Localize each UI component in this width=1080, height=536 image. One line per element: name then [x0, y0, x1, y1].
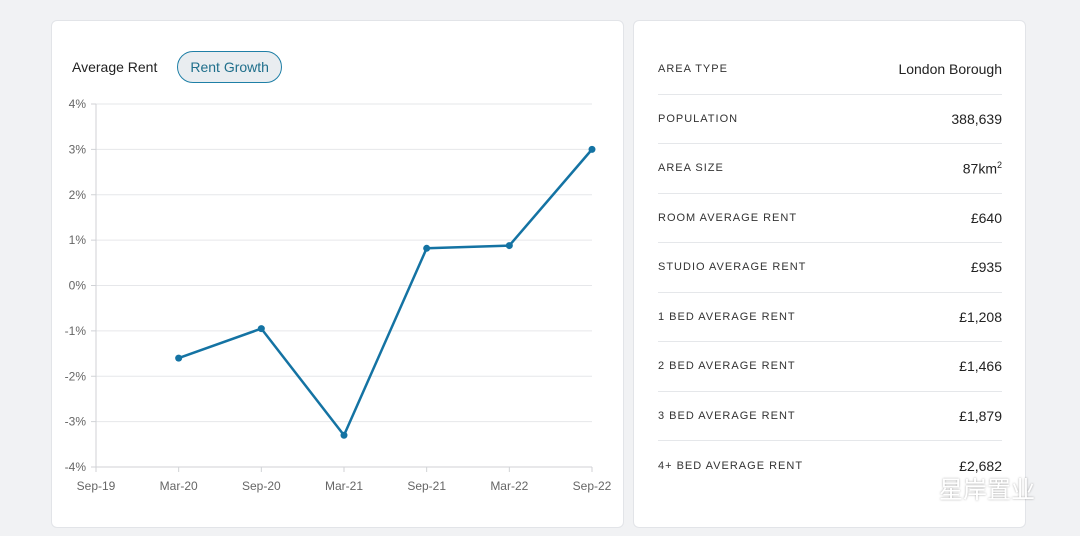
info-row-value-text: £1,466 — [959, 358, 1002, 375]
info-row-value: £1,879 — [959, 408, 1002, 424]
info-row-value: £1,208 — [959, 309, 1002, 325]
info-row-label: AREA TYPE — [658, 63, 728, 76]
info-row-value: £935 — [971, 259, 1002, 275]
rent-chart-card: Average Rent Rent Growth 4% 3% 2% 1% 0% -1% -2… — [51, 20, 624, 528]
info-row-value-text: £1,208 — [959, 308, 1002, 325]
info-row: ROOM AVERAGE RENT £640 — [658, 194, 1002, 243]
x-tick-label: Mar-20 — [160, 479, 198, 493]
info-row-value-text: £1,879 — [959, 407, 1002, 424]
info-row: AREA TYPE London Borough — [658, 45, 1002, 95]
x-tick-label: Mar-22 — [490, 479, 528, 493]
y-tick-label: 1% — [69, 233, 87, 247]
data-point — [423, 244, 431, 252]
data-point — [588, 145, 596, 153]
y-tick-label: 3% — [69, 142, 87, 156]
x-tick-label: Sep-22 — [573, 479, 612, 493]
info-row-label: AREA SIZE — [658, 162, 724, 175]
y-tick-label: 4% — [69, 97, 87, 111]
info-row: AREA SIZE 87km2 — [658, 144, 1002, 194]
info-row: 3 BED AVERAGE RENT £1,879 — [658, 392, 1002, 441]
data-point — [175, 354, 183, 362]
x-tick-label: Sep-20 — [242, 479, 281, 493]
info-row-value: £1,466 — [959, 358, 1002, 374]
info-row-value-text: 388,639 — [951, 110, 1002, 127]
x-tick-label: Sep-19 — [77, 479, 116, 493]
info-row-label: 3 BED AVERAGE RENT — [658, 409, 796, 422]
y-tick-label: -3% — [65, 415, 87, 429]
watermark-text: 星岸置业 — [939, 477, 1035, 504]
info-row-label: ROOM AVERAGE RENT — [658, 211, 798, 224]
info-row-value: £2,682 — [959, 458, 1002, 474]
x-tick-label: Sep-21 — [407, 479, 446, 493]
info-row-label: POPULATION — [658, 112, 739, 125]
info-row-value: £640 — [971, 210, 1002, 226]
y-tick-label: -1% — [65, 324, 87, 338]
info-row-label: 2 BED AVERAGE RENT — [658, 360, 796, 373]
data-point — [257, 325, 265, 333]
info-rows: AREA TYPE London Borough POPULATION 388,639… — [658, 45, 1002, 491]
info-row-label: 1 BED AVERAGE RENT — [658, 310, 796, 323]
series-line — [178, 148, 593, 437]
chart-tabs: Average Rent Rent Growth — [72, 51, 282, 83]
info-row: 4+ BED AVERAGE RENT £2,682 — [658, 441, 1002, 491]
info-row-value-text: London Borough — [898, 61, 1002, 78]
info-row-value-text: £935 — [970, 259, 1002, 276]
watermark: 星岸置业 — [893, 470, 1035, 505]
rent-growth-chart: 4% 3% 2% 1% 0% -1% -2% -3% -4% Sep-19 Mar-20 Sep-20… — [65, 97, 612, 493]
info-row-value: 388,639 — [951, 111, 1002, 127]
info-row-value-text: £2,682 — [959, 457, 1002, 474]
info-row-label: STUDIO AVERAGE RENT — [658, 261, 807, 274]
info-row-value: 87km2 — [963, 160, 1002, 177]
y-tick-label: 2% — [69, 188, 87, 202]
y-tick-label: -2% — [65, 369, 87, 383]
info-row-value-text: £640 — [970, 209, 1002, 226]
y-tick-label: -4% — [65, 460, 87, 474]
info-row: STUDIO AVERAGE RENT £935 — [658, 243, 1002, 293]
info-row-value-text: 87km — [962, 160, 997, 177]
y-tick-label: 0% — [69, 279, 87, 293]
tab-rent-growth[interactable]: Rent Growth — [177, 51, 282, 83]
area-info-card: AREA TYPE London Borough POPULATION 388,639… — [633, 20, 1026, 528]
info-row-label: 4+ BED AVERAGE RENT — [658, 459, 804, 472]
info-row-value: London Borough — [898, 61, 1002, 77]
wechat-icon — [894, 471, 931, 502]
x-tick-label: Mar-21 — [325, 479, 363, 493]
info-row-value-superscript: 2 — [996, 159, 1002, 170]
data-point — [340, 431, 348, 439]
tab-average-rent[interactable]: Average Rent — [72, 59, 158, 75]
info-row: POPULATION 388,639 — [658, 95, 1002, 144]
info-row: 1 BED AVERAGE RENT £1,208 — [658, 293, 1002, 342]
data-point — [505, 242, 513, 250]
info-row: 2 BED AVERAGE RENT £1,466 — [658, 342, 1002, 392]
